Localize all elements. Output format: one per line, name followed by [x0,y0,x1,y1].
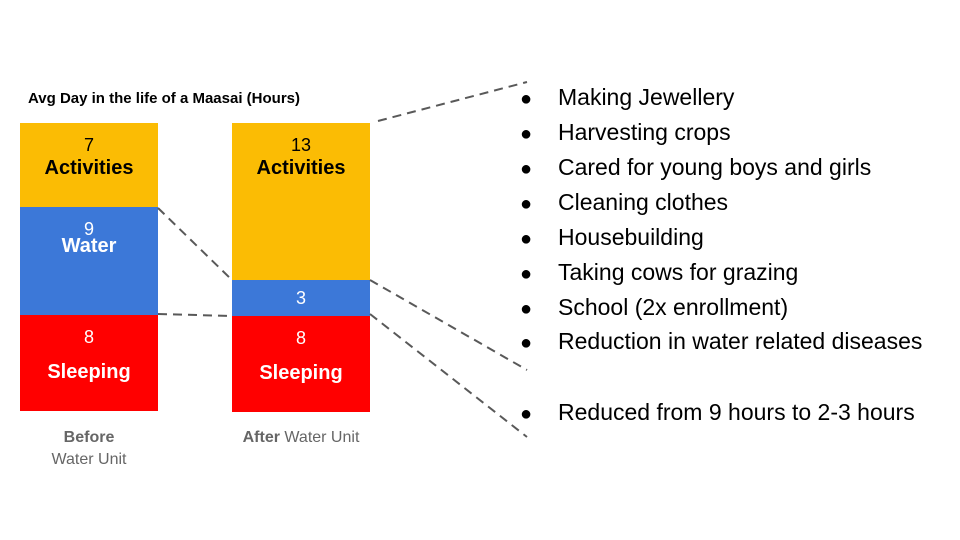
segment-value-label: 8 [83,327,94,347]
bullet-text: Cared for young boys and girls [558,154,872,180]
bullet-item: ● Housebuilding [520,224,704,252]
x-label-after: After Water Unit [221,427,381,449]
segment-value-label: 7 [83,135,94,155]
bullet-dot: ● [520,403,533,425]
x-label-after-bold: After [242,429,280,446]
connector-water-bullets-bottom [369,313,528,438]
bullet-text: Cleaning clothes [558,189,729,215]
segment-value-label: 13 [290,135,312,155]
bar-segment-sleeping: 8 Sleeping [232,316,370,412]
bullet-item: ● Making Jewellery [520,84,734,112]
bullet-text: Reduction in water related diseases [558,328,923,354]
bullet-text: Making Jewellery [558,84,735,110]
bar-segment-water: 3 [232,280,370,316]
connector-sleeping-top [157,313,233,317]
segment-value-label: 8 [295,328,306,348]
bullet-dot: ● [520,123,533,145]
bullet-dot: ● [520,158,533,180]
bullet-dot: ● [520,228,533,250]
bullet-text: Taking cows for grazing [558,259,799,285]
connector-water-top [157,207,233,281]
bar-segment-activities: 13 Activities [232,123,370,280]
bullet-item: ● School (2x enrollment) [520,294,788,322]
bullet-dot: ● [520,263,533,285]
bullet-item: ● Cleaning clothes [520,189,728,217]
bullet-dot: ● [520,193,533,215]
bullet-item: ● Cared for young boys and girls [520,154,871,182]
bullet-dot: ● [520,88,533,110]
x-label-before-bold: Before [63,429,115,446]
bullet-item: ● Taking cows for grazing [520,259,798,287]
bullet-item: ● Reduced from 9 hours to 2-3 hours [520,399,915,427]
bar-after: 13 Activities 3 8 Sleeping [232,123,370,412]
bullet-dot: ● [520,332,533,354]
bar-before: 7 Activities 9 Water 8 Sleeping [20,123,158,412]
x-label-after-rest: Water Unit [284,429,360,446]
segment-category-label: Sleeping [47,361,131,383]
bullet-dot: ● [520,298,533,320]
bar-segment-water: 9 Water [20,207,158,315]
x-label-before-rest: Water Unit [51,451,127,468]
bullet-item: ● Harvesting crops [520,119,731,147]
x-label-before: Before Water Unit [9,427,169,471]
bullet-text: Housebuilding [558,224,704,250]
connector-water-bullets-top [369,279,528,371]
bullet-text: School (2x enrollment) [558,294,789,320]
segment-category-label: Sleeping [259,362,343,384]
bar-segment-activities: 7 Activities [20,123,158,207]
bar-segment-sleeping: 8 Sleeping [20,315,158,411]
chart-title: Avg Day in the life of a Maasai (Hours) [28,90,300,107]
segment-value-label: 9 [83,219,94,239]
segment-category-label: Water [61,235,117,257]
bullet-text: Reduced from 9 hours to 2-3 hours [558,399,915,425]
segment-category-label: Activities [44,157,134,179]
connector-activities-bullets [377,81,528,122]
bullet-item: ● Reduction in water related diseases [520,328,922,356]
segment-value-label: 3 [295,288,306,308]
bullet-text: Harvesting crops [558,119,731,145]
segment-category-label: Activities [256,157,346,179]
